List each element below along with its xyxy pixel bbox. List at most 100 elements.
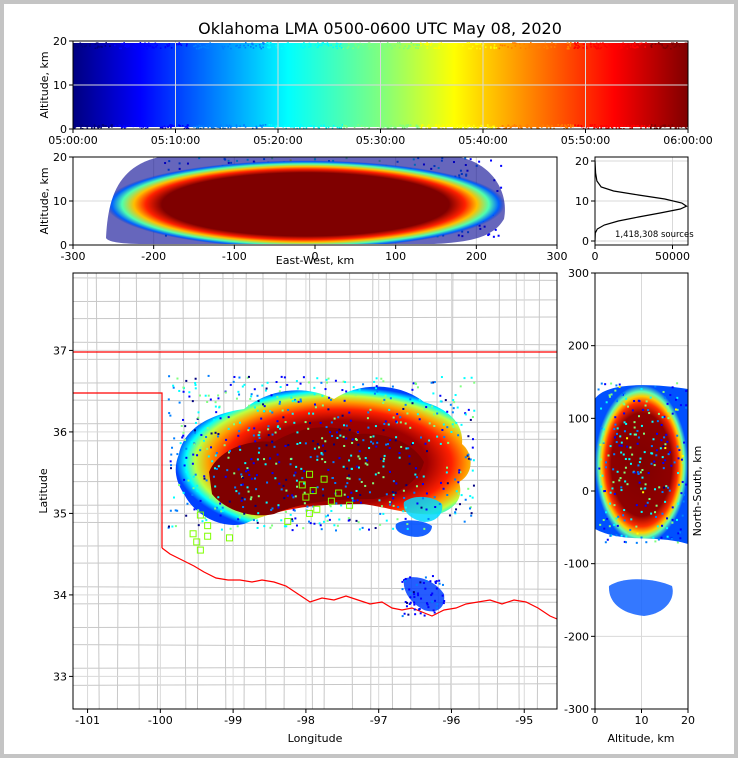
time-height-source-point [629, 127, 632, 129]
time-height-source-point [173, 125, 175, 127]
plan-view-source-point [414, 467, 417, 470]
time-height-source-point [85, 44, 88, 47]
time-height-source-point [553, 127, 555, 129]
time-height-source-point [600, 46, 603, 49]
plan-view-source-point [171, 446, 174, 449]
time-height-source-point [421, 124, 424, 126]
plan-view-source-point [320, 451, 323, 454]
time-height-source-point [267, 42, 269, 45]
plan-view-source-point [376, 390, 379, 393]
time-height-source-point [549, 126, 552, 129]
time-height-source-point [162, 127, 164, 129]
plan-view-source-point [385, 493, 388, 496]
plan-view-source-point [421, 483, 424, 486]
plan-view-source-point [247, 469, 250, 472]
plan-view-source-point [413, 603, 416, 606]
plan-view-source-point [436, 603, 439, 606]
plan-view-source-point [243, 498, 246, 501]
north-south-source-point [609, 491, 612, 494]
time-height-source-point [186, 43, 188, 46]
plan-view-source-point [190, 441, 193, 444]
time-height-source-point [128, 44, 130, 47]
plan-view-source-point [398, 456, 401, 459]
north-south-source-point [601, 474, 604, 477]
time-height-source-point [235, 126, 238, 128]
plan-view-source-point [277, 506, 280, 509]
north-south-source-point [678, 449, 681, 452]
time-height-source-point [518, 43, 521, 45]
plan-view-source-point [283, 497, 286, 500]
plan-view-source-point [446, 410, 449, 413]
time-height-source-point [680, 126, 683, 128]
plan-view-source-point [284, 510, 287, 513]
plan-view-source-point [336, 436, 339, 439]
plan-view-source-point [423, 408, 426, 411]
plan-view-source-point [301, 477, 304, 480]
north-south-x-tick-label: 20 [681, 714, 695, 727]
plan-view-source-point [378, 499, 381, 502]
plan-view-source-point [237, 468, 240, 471]
north-south-source-point [643, 451, 646, 454]
north-south-source-point [666, 440, 669, 443]
time-height-source-point [654, 124, 656, 127]
time-height-source-point [320, 124, 323, 127]
time-height-source-point [662, 124, 664, 127]
plan-view-source-point [261, 384, 264, 387]
north-south-source-point [635, 541, 638, 544]
time-height-source-point [105, 42, 107, 44]
plan-view-source-point [346, 495, 349, 498]
plan-view-source-point [366, 459, 369, 462]
time-height-source-point [620, 127, 622, 129]
county-line [73, 683, 557, 686]
north-south-source-point [613, 523, 616, 526]
time-height-source-point [175, 43, 178, 46]
time-height-source-point [251, 42, 253, 45]
plan-view-source-point [441, 594, 444, 597]
time-height-source-point [550, 46, 553, 48]
plan-view-source-point [382, 429, 385, 432]
plan-view-source-point [229, 527, 232, 530]
plan-view-source-point [227, 416, 230, 419]
plan-view-source-point [464, 412, 467, 415]
plan-view-source-point [237, 518, 240, 521]
plan-view-source-point [197, 524, 200, 527]
east-west-source-point [500, 164, 503, 167]
time-height-source-point [498, 127, 501, 129]
time-height-source-point [523, 43, 526, 45]
time-height-source-point [564, 124, 566, 127]
time-height-source-point [136, 125, 138, 128]
time-height-source-point [503, 127, 505, 129]
time-height-source-point [521, 127, 523, 129]
time-height-source-point [499, 44, 502, 46]
time-height-source-point [634, 47, 636, 49]
plan-view-source-point [282, 416, 285, 419]
time-height-source-point [438, 127, 441, 129]
time-height-source-point [438, 47, 441, 50]
time-height-source-point [212, 126, 214, 129]
time-height-source-point [309, 43, 311, 46]
time-height-source-point [132, 46, 135, 48]
plan-view-source-point [320, 381, 323, 384]
time-height-source-point [198, 124, 200, 127]
plan-view-source-point [316, 443, 319, 446]
plan-view-source-point [460, 423, 463, 426]
plan-view-source-point [218, 406, 221, 409]
north-south-source-point [667, 417, 670, 420]
time-height-source-point [580, 125, 583, 128]
plan-view-source-point [364, 457, 367, 460]
plan-view-source-point [321, 453, 324, 456]
time-height-source-point [73, 126, 75, 129]
time-height-source-point [616, 46, 618, 49]
north-south-source-point [675, 518, 678, 521]
plan-view-source-point [335, 431, 338, 434]
plan-view-source-point [233, 423, 236, 426]
time-height-source-point [284, 124, 287, 126]
plan-view-source-point [238, 445, 241, 448]
plan-view-source-point [346, 477, 349, 480]
time-height-source-point [491, 126, 494, 129]
plan-view-source-point [382, 380, 385, 383]
plan-view-source-point [318, 446, 321, 449]
plan-view-source-point [442, 487, 445, 490]
time-height-source-point [595, 47, 597, 49]
plan-view-source-point [449, 403, 452, 406]
